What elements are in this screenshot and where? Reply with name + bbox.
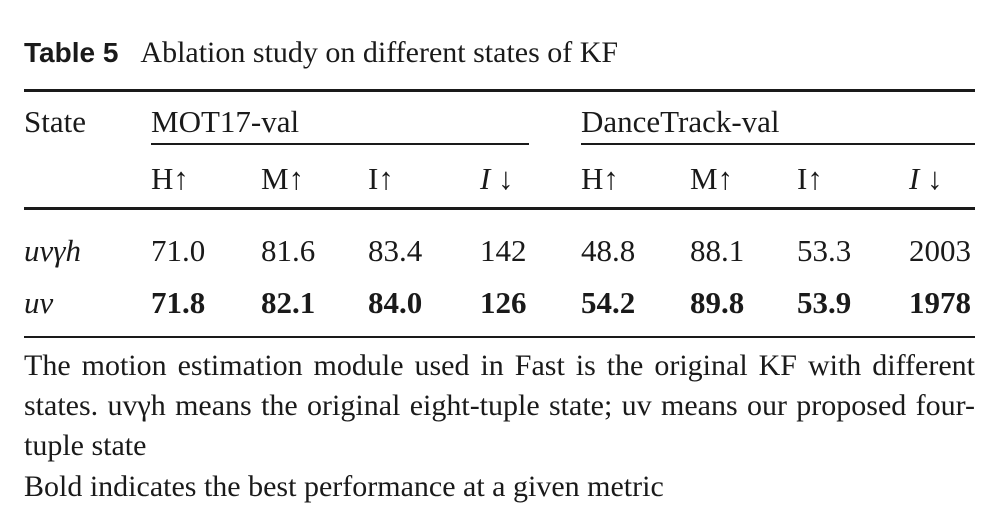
bottom-rule (24, 336, 975, 338)
table-cell: 88.1 (690, 233, 745, 268)
metric-header: I ↓ (480, 161, 514, 196)
metric-header: I↑ (797, 161, 823, 196)
table-footnote: The motion estimation module used in Fas… (24, 349, 975, 462)
group-header-dancetrack: DanceTrack-val (581, 104, 780, 139)
group-header-mot17: MOT17-val (151, 104, 300, 139)
table-label: Table 5 (24, 37, 119, 68)
table-caption: Table 5 Ablation study on different state… (24, 36, 618, 70)
state-column-header: State (24, 104, 86, 139)
group-rule-mot17 (151, 143, 529, 145)
top-rule (24, 89, 975, 92)
metric-header: H↑ (151, 161, 189, 196)
table-cell: 53.3 (797, 233, 852, 268)
table-cell: 82.1 (261, 285, 316, 320)
metric-header: I ↓ (909, 161, 943, 196)
table-cell: 89.8 (690, 285, 745, 320)
table-cell: 83.4 (368, 233, 423, 268)
table-cell: 71.8 (151, 285, 206, 320)
table-cell: 54.2 (581, 285, 636, 320)
table-cell: 142 (480, 233, 527, 268)
table-cell: 81.6 (261, 233, 316, 268)
table-title: Ablation study on different states of KF (140, 36, 619, 69)
table-cell: 126 (480, 285, 527, 320)
table-cell: 53.9 (797, 285, 852, 320)
table-footnote-bold: Bold indicates the best performance at a… (24, 470, 664, 503)
row-state: uv (24, 285, 54, 320)
row-state: uvγh (24, 233, 81, 268)
metric-header: M↑ (690, 161, 734, 196)
group-rule-dancetrack (581, 143, 975, 145)
table-cell: 2003 (909, 233, 971, 268)
table-cell: 1978 (909, 285, 971, 320)
table-cell: 48.8 (581, 233, 636, 268)
table-cell: 84.0 (368, 285, 423, 320)
metric-header: H↑ (581, 161, 619, 196)
table-cell: 71.0 (151, 233, 206, 268)
metric-header: I↑ (368, 161, 394, 196)
header-rule (24, 207, 975, 210)
metric-header: M↑ (261, 161, 305, 196)
